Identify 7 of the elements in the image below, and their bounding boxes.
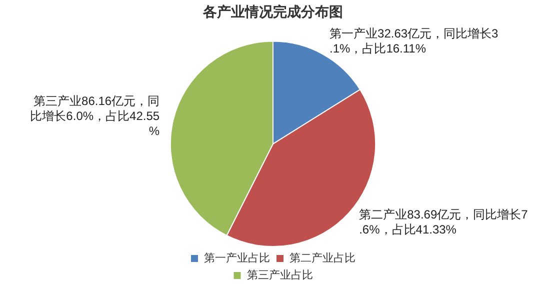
legend-label: 第二产业占比 [290, 252, 356, 265]
chart-title: 各产业情况完成分布图 [202, 3, 343, 20]
legend-label: 第一产业占比 [204, 252, 270, 265]
data-label: 第二产业83.69亿元，同比增长7.6%，占比41.33% [359, 207, 528, 236]
data-label: 第一产业32.63亿元，同比增长3.1%，占比16.11% [330, 26, 499, 56]
data-label: 第三产业86.16亿元，同比增长6.0%，占比42.55% [30, 94, 160, 138]
legend-label: 第三产业占比 [246, 268, 313, 282]
